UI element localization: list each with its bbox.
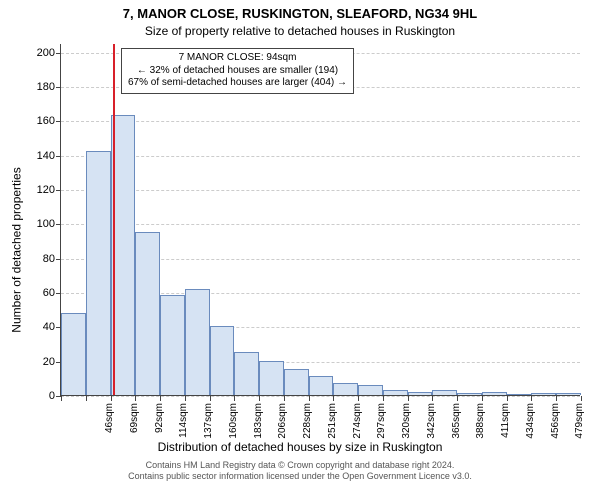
histogram-bar: [432, 390, 457, 395]
annotation-line2: ← 32% of detached houses are smaller (19…: [128, 65, 347, 78]
x-tick-mark: [259, 396, 260, 401]
x-tick-mark: [61, 396, 62, 401]
x-tick-mark: [408, 396, 409, 401]
histogram-bar: [185, 289, 210, 395]
histogram-bar: [61, 313, 86, 395]
chart-title-line2: Size of property relative to detached ho…: [0, 24, 600, 38]
histogram-bar: [383, 390, 408, 395]
y-tick-mark: [56, 293, 61, 294]
reference-line: [113, 44, 115, 395]
x-tick-mark: [185, 396, 186, 401]
y-tick-mark: [56, 53, 61, 54]
x-tick-mark: [457, 396, 458, 401]
histogram-bar: [259, 361, 284, 395]
y-tick-mark: [56, 224, 61, 225]
chart-title-line1: 7, MANOR CLOSE, RUSKINGTON, SLEAFORD, NG…: [0, 6, 600, 21]
footer-attribution: Contains HM Land Registry data © Crown c…: [0, 460, 600, 483]
y-tick-label: 180: [27, 81, 55, 93]
histogram-bar: [234, 352, 259, 395]
footer-line2: Contains public sector information licen…: [128, 471, 472, 481]
y-tick-label: 140: [27, 150, 55, 162]
footer-line1: Contains HM Land Registry data © Crown c…: [146, 460, 455, 470]
gridline: [61, 121, 580, 122]
x-tick-mark: [383, 396, 384, 401]
y-tick-mark: [56, 259, 61, 260]
x-tick-mark: [581, 396, 582, 401]
histogram-bar: [482, 392, 507, 395]
x-tick-mark: [234, 396, 235, 401]
y-tick-label: 200: [27, 47, 55, 59]
histogram-bar: [333, 383, 358, 395]
y-tick-label: 160: [27, 115, 55, 127]
x-tick-mark: [531, 396, 532, 401]
y-tick-label: 60: [27, 287, 55, 299]
x-tick-mark: [86, 396, 87, 401]
y-tick-mark: [56, 87, 61, 88]
x-tick-mark: [160, 396, 161, 401]
x-tick-mark: [482, 396, 483, 401]
histogram-bar: [86, 151, 111, 395]
x-tick-mark: [309, 396, 310, 401]
x-tick-mark: [556, 396, 557, 401]
x-tick-mark: [507, 396, 508, 401]
annotation-line3: 67% of semi-detached houses are larger (…: [128, 77, 347, 90]
histogram-bar: [309, 376, 334, 395]
y-tick-label: 100: [27, 218, 55, 230]
histogram-bar: [284, 369, 309, 395]
x-tick-mark: [284, 396, 285, 401]
plot-area: 02040608010012014016018020046sqm69sqm92s…: [60, 44, 580, 396]
y-tick-label: 20: [27, 356, 55, 368]
x-tick-mark: [135, 396, 136, 401]
histogram-bar: [556, 393, 581, 395]
x-tick-mark: [111, 396, 112, 401]
gridline: [61, 396, 580, 397]
y-axis-label: Number of detached properties: [10, 167, 24, 332]
y-axis-label-wrap: Number of detached properties: [10, 0, 24, 500]
y-tick-mark: [56, 156, 61, 157]
histogram-bar: [507, 394, 532, 395]
y-tick-label: 80: [27, 253, 55, 265]
x-axis-label: Distribution of detached houses by size …: [0, 440, 600, 454]
gridline: [61, 224, 580, 225]
y-tick-label: 40: [27, 321, 55, 333]
x-tick-mark: [333, 396, 334, 401]
gridline: [61, 156, 580, 157]
y-tick-label: 0: [27, 390, 55, 402]
y-tick-mark: [56, 121, 61, 122]
gridline: [61, 190, 580, 191]
histogram-bar: [358, 385, 383, 395]
x-tick-mark: [210, 396, 211, 401]
annotation-line1: 7 MANOR CLOSE: 94sqm: [128, 52, 347, 65]
x-tick-mark: [432, 396, 433, 401]
histogram-bar: [160, 295, 185, 395]
histogram-bar: [531, 393, 556, 395]
annotation-box: 7 MANOR CLOSE: 94sqm← 32% of detached ho…: [121, 48, 354, 94]
y-tick-label: 120: [27, 184, 55, 196]
histogram-bar: [210, 326, 235, 395]
histogram-bar: [457, 393, 482, 395]
y-tick-mark: [56, 190, 61, 191]
histogram-bar: [408, 392, 433, 395]
histogram-bar: [135, 232, 160, 395]
x-tick-mark: [358, 396, 359, 401]
